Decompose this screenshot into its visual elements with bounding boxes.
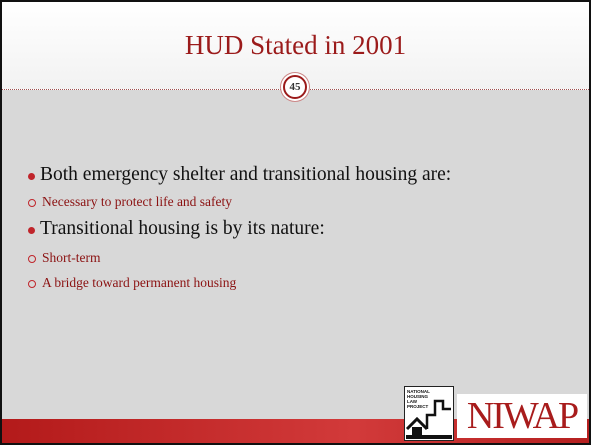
sub-bullet: A bridge toward permanent housing — [27, 275, 237, 290]
nhlp-logo: NATIONAL HOUSING LAW PROJECT — [404, 386, 454, 441]
sub-bullet: Short-term — [28, 250, 101, 265]
nhlp-logo-art — [405, 399, 452, 439]
bullet: Transitional housing is by its nature: — [28, 218, 325, 239]
nhlp-logo-text: NATIONAL HOUSING LAW PROJECT — [407, 389, 430, 409]
slide-number: 45 — [283, 75, 307, 99]
niwap-logo: NIWAP — [457, 394, 587, 438]
slide-title: HUD Stated in 2001 — [184, 30, 407, 60]
sub-bullet: Necessary to protect life and safety — [27, 194, 233, 209]
bullet: Both emergency shelter and transitional … — [27, 164, 452, 185]
